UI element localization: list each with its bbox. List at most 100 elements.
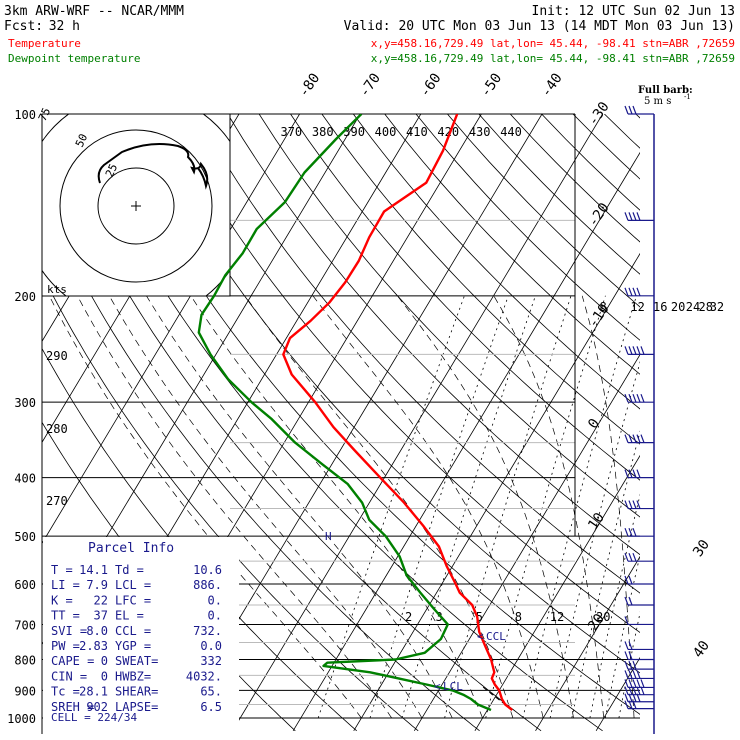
mixing-ratio-line (549, 360, 640, 719)
dry-adiabat (384, 114, 640, 375)
theta-label-left: 280 (46, 422, 68, 436)
parcel-ascent (481, 685, 513, 711)
parcel-info-row: LI = 7.9 LCL = 886. (51, 578, 222, 592)
barb-flag (632, 670, 637, 679)
mixing-ratio-label-upper: 28 (699, 300, 713, 314)
mixing-ratio-line (604, 553, 640, 719)
parcel-info-key: CAPE = (51, 654, 94, 668)
parcel-info-key: K = (51, 593, 73, 607)
parcel-info-key: CCL = (115, 624, 151, 638)
dry-adiabat (604, 114, 640, 149)
wind-barb (624, 434, 654, 444)
parcel-info-value: 10.6 (193, 563, 222, 577)
barb-flag (624, 527, 629, 537)
pressure-tick-label: 300 (14, 396, 36, 410)
freezing-level-marker: H (325, 530, 332, 543)
barb-flag (624, 616, 629, 625)
barb-flag (624, 693, 629, 702)
barb-flag (624, 469, 629, 478)
parcel-path (481, 685, 513, 711)
wind-barb (624, 469, 654, 479)
parcel-info-key: SREH = (51, 700, 94, 714)
theta-label: 380 (312, 125, 334, 139)
barb-flag (632, 527, 637, 537)
dry-adiabat (635, 114, 640, 119)
parcel-info-row: CAPE = 0 SWEAT= 332 (51, 654, 222, 668)
dry-adiabat (509, 114, 640, 243)
barb-flag (632, 105, 637, 115)
parcel-info-value: 0 (101, 654, 108, 668)
wind-barb (624, 105, 654, 115)
parcel-info-value: 902 (86, 700, 108, 714)
barb-flag (628, 393, 633, 403)
mixing-ratio-label: 8 (515, 610, 522, 624)
isotherm-label: -60 (417, 70, 445, 100)
mixing-ratio-line (485, 295, 606, 719)
parcel-info-key: YGP = (115, 639, 151, 653)
pressure-tick-label: 700 (14, 618, 36, 632)
dry-adiabat (42, 119, 542, 732)
barb-flag (628, 660, 633, 670)
isotherm-label: 0 (585, 416, 603, 432)
isotherm (535, 555, 640, 732)
isotherm (232, 114, 603, 732)
barb-flag (632, 500, 637, 509)
hodograph-ring-50 (59, 129, 213, 283)
pressure-tick-label: 600 (14, 578, 36, 592)
pressure-tick-label: 800 (14, 653, 36, 667)
barb-flag (640, 434, 645, 443)
barb-flag (636, 434, 641, 443)
mixing-ratio-label: 2 (405, 610, 412, 624)
barb-flag (624, 686, 629, 695)
barb-flag (624, 651, 629, 660)
parcel-info-value: 332 (200, 654, 222, 668)
isotherm-label: -30 (585, 99, 613, 129)
pressure-tick-label: 200 (14, 290, 36, 304)
wind-barb (624, 575, 654, 585)
mixing-ratio-label-upper: 8 (599, 300, 606, 314)
init-time: Init: 12 UTC Sun 02 Jun 13 (532, 4, 736, 19)
hodograph: 25 50 75 kts (36, 106, 231, 297)
level-markers: < CCL < LCL H (325, 530, 506, 693)
dewpoint-trace (197, 114, 492, 712)
mixing-ratio-label-upper: 12 (630, 300, 644, 314)
dry-adiabat (415, 114, 640, 341)
barb-flag (628, 670, 633, 679)
parcel-info-key: LI = (51, 578, 80, 592)
isotherm-label: -80 (296, 70, 324, 100)
mixing-ratio-line (317, 295, 465, 719)
barb-flag (624, 212, 629, 221)
theta-label-left: 290 (46, 349, 68, 363)
parcel-info-key: SVI = (51, 624, 87, 638)
pressure-tick-label: 400 (14, 472, 36, 486)
barb-flag (628, 469, 633, 478)
wind-barb (624, 500, 654, 510)
isotherm (474, 454, 640, 732)
dry-adiabat (258, 114, 640, 518)
barb-flag (632, 469, 637, 478)
barb-flag (628, 679, 633, 688)
barb-flag (624, 287, 629, 297)
barb-flag (628, 552, 633, 562)
barb-flag (632, 212, 637, 221)
barb-flag (632, 346, 637, 355)
lcl-label: LCL (443, 680, 463, 693)
parcel-info-row: SREH =902 LAPSE= 6.5 (51, 700, 222, 714)
dry-adiabat (352, 114, 640, 410)
mixing-ratio-lines (317, 295, 640, 719)
parcel-info-row: Tc = 28.1 SHEAR= 65. (51, 685, 222, 699)
barb-flag (624, 670, 629, 679)
parcel-info-key: HWBZ= (115, 669, 151, 683)
isotherm (595, 656, 640, 732)
barb-flag (632, 287, 637, 297)
dry-adiabat (195, 114, 640, 594)
parcel-info-value: 8.0 (86, 624, 108, 638)
lcl-marker: < (434, 680, 441, 693)
isotherm-label: 20 (585, 611, 608, 634)
dry-adiabat (42, 273, 419, 732)
barb-flag (624, 641, 629, 650)
hodograph-ring-25 (97, 167, 175, 245)
parcel-info-key: T = (51, 563, 73, 577)
isotherm-label: 40 (690, 638, 713, 661)
parcel-info-row: SVI = 8.0 CCL = 732. (51, 624, 222, 638)
